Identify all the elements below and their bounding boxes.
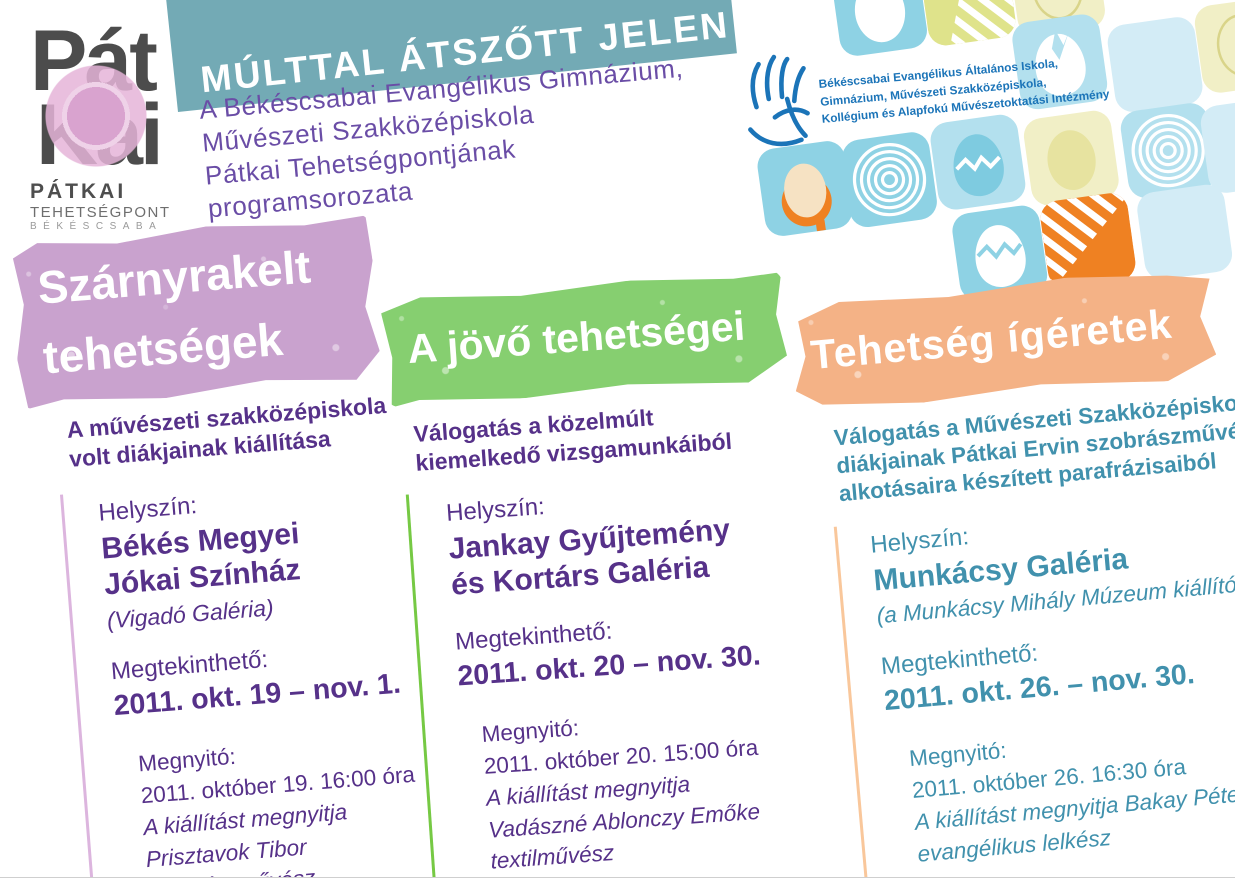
event-column-tehetseg-igeretek: Tehetség ígéretek Válogatás a Művészeti … [788, 263, 1235, 877]
event-banner: A jövő tehetségei [380, 270, 789, 408]
opening-info: Megnyitó: 2011. október 19. 16:00 óra A … [137, 725, 450, 877]
egg-tile-plain [1105, 14, 1205, 115]
egg-tile-friedEgg [755, 138, 855, 239]
patkai-logo-caption: TEHETSÉGPONT [30, 204, 171, 221]
egg-tile-eggCrackTop [1010, 12, 1110, 112]
event-subtitle: Válogatás a közelmúlt kiemelkedő vizsgam… [412, 404, 733, 476]
hand-cross-icon [748, 54, 810, 147]
patkai-logo: Pát Kai PÁTKAI TEHETSÉGPONT BÉKÉSCSABA [30, 18, 230, 232]
patkai-logo-caption: PÁTKAI [30, 180, 127, 203]
event-details: Helyszín: Békés Megyei Jókai Színház (Vi… [59, 466, 452, 877]
egg-tile-egg [829, 0, 930, 59]
egg-tile-circles [839, 129, 940, 230]
egg-tile-eggOutline [1192, 0, 1235, 95]
event-subtitle: Válogatás a Művészeti Szakközépiskola di… [832, 388, 1235, 507]
opening-info: Megnyitó: 2011. október 20. 15:00 óra A … [481, 695, 830, 877]
event-details: Helyszín: Jankay Gyűjtemény és Kortárs G… [405, 466, 832, 877]
event-banner-title: A jövő tehetségei [406, 302, 747, 373]
egg-tile-stripes [918, 0, 1018, 48]
patkai-logo-letters: Kai [36, 87, 164, 183]
event-column-a-jovo-tehetsegei: A jövő tehetségei Válogatás a közelmúlt … [380, 269, 832, 877]
event-details: Helyszín: Munkácsy Galéria (a Munkácsy M… [833, 490, 1235, 877]
egg-tile-circles [1118, 100, 1218, 201]
egg-tile-eggSolidCrack [928, 112, 1028, 212]
event-banner-title: Tehetség ígéretek [808, 300, 1174, 379]
patkai-logo-caption: BÉKÉSCSABA [30, 221, 163, 232]
egg-tile-eggCrackWhite [950, 203, 1050, 303]
egg-tile-eggYellow [1021, 108, 1121, 208]
event-banner: Szárnyrakelt tehetségek [8, 214, 382, 410]
event-subtitle: A művészeti szakközépiskola volt diákjai… [65, 391, 387, 472]
